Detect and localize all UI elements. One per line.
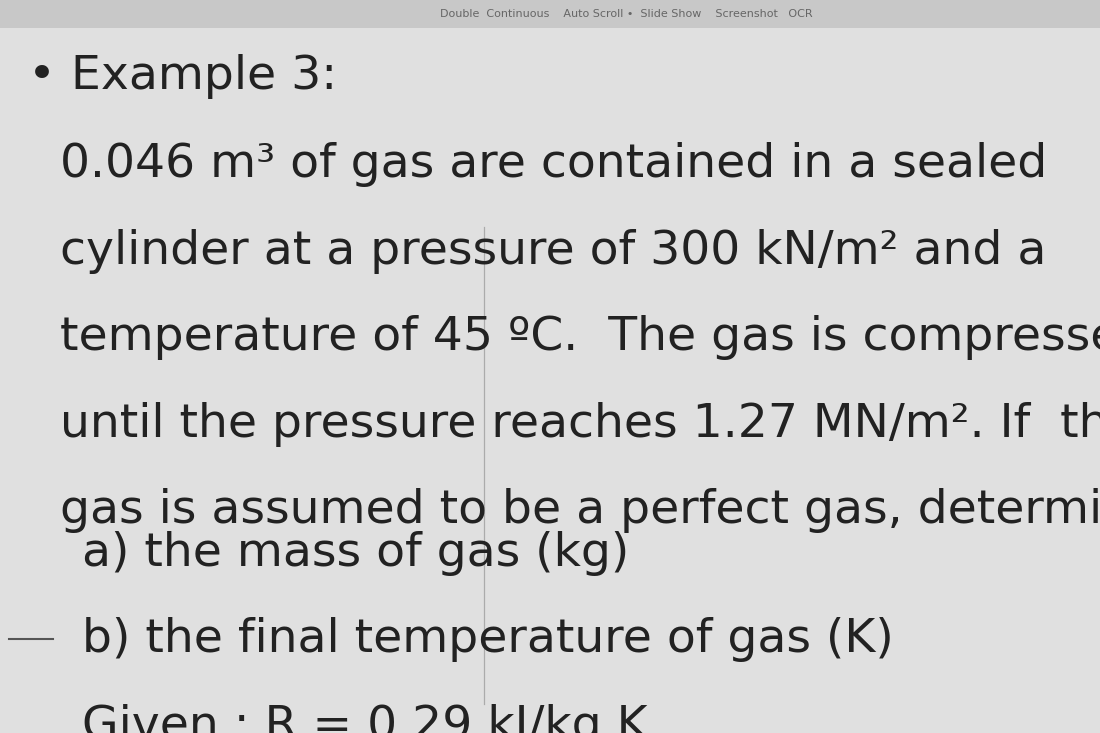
- Text: • Example 3:: • Example 3:: [28, 54, 337, 100]
- Text: b) the final temperature of gas (K): b) the final temperature of gas (K): [82, 617, 894, 663]
- Text: Double  Continuous    Auto Scroll •  Slide Show    Screenshot   OCR: Double Continuous Auto Scroll • Slide Sh…: [440, 9, 813, 19]
- Text: 0.046 m³ of gas are contained in a sealed: 0.046 m³ of gas are contained in a seale…: [60, 142, 1047, 188]
- Text: cylinder at a pressure of 300 kN/m² and a: cylinder at a pressure of 300 kN/m² and …: [60, 229, 1047, 274]
- Text: Given : R = 0.29 kJ/kg K: Given : R = 0.29 kJ/kg K: [82, 704, 648, 733]
- Text: gas is assumed to be a perfect gas, determine:: gas is assumed to be a perfect gas, dete…: [60, 488, 1100, 534]
- Text: a) the mass of gas (kg): a) the mass of gas (kg): [82, 531, 629, 576]
- FancyBboxPatch shape: [0, 0, 1100, 28]
- Text: until the pressure reaches 1.27 MN/m². If  the: until the pressure reaches 1.27 MN/m². I…: [60, 402, 1100, 447]
- Text: temperature of 45 ºC.  The gas is compressed: temperature of 45 ºC. The gas is compres…: [60, 315, 1100, 361]
